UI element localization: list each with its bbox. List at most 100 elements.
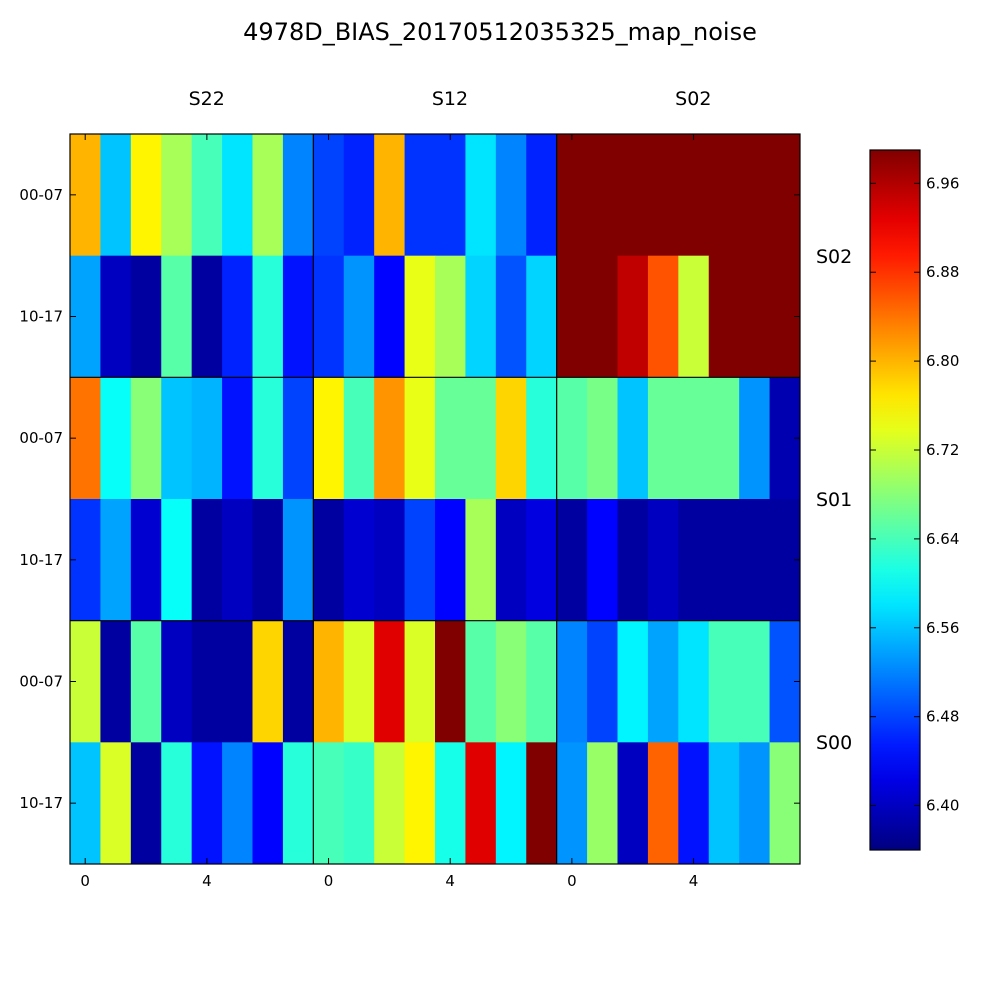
heatmap-cell-r5-c6 bbox=[252, 742, 284, 865]
heatmap-cell-r2-c21 bbox=[708, 377, 740, 500]
colorbar-gradient bbox=[869, 149, 921, 851]
heatmap-cell-r5-c4 bbox=[191, 742, 223, 865]
heatmap-cell-r0-c2 bbox=[130, 134, 162, 257]
heatmap-cell-r1-c3 bbox=[161, 255, 193, 378]
heatmap-cells bbox=[70, 134, 801, 865]
heatmap-cell-r4-c5 bbox=[222, 620, 253, 743]
heatmap-cell-r4-c14 bbox=[495, 620, 527, 743]
plot-border bbox=[69, 133, 801, 865]
heatmap-cell-r5-c10 bbox=[374, 742, 405, 865]
heatmap-cell-r5-c20 bbox=[678, 742, 710, 865]
heatmap-cell-r1-c2 bbox=[130, 255, 162, 378]
heatmap-cell-r3-c15 bbox=[526, 499, 558, 622]
heatmap-cell-r5-c21 bbox=[708, 742, 740, 865]
heatmap-cell-r3-c13 bbox=[465, 499, 497, 622]
column-ticks: 0 4 0 4 0 4 bbox=[80, 134, 698, 890]
chart-title: 4978D_BIAS_20170512035325_map_noise bbox=[243, 18, 757, 46]
heatmap-cell-r2-c9 bbox=[343, 377, 375, 500]
heatmap-cell-r4-c4 bbox=[191, 620, 223, 743]
heatmap-cell-r0-c5 bbox=[222, 134, 253, 257]
row-tick-label: 00-07 bbox=[19, 186, 63, 204]
heatmap-cell-r1-c20 bbox=[678, 255, 710, 378]
heatmap-cell-r0-c13 bbox=[465, 134, 497, 257]
heatmap-cell-r1-c1 bbox=[100, 255, 132, 378]
heatmap-cell-r1-c19 bbox=[647, 255, 679, 378]
colorbar-tick-label: 6.64 bbox=[926, 530, 959, 548]
heatmap-cell-r2-c22 bbox=[739, 377, 770, 500]
heatmap-cell-r0-c19 bbox=[647, 134, 679, 257]
heatmap-cell-r2-c16 bbox=[556, 377, 588, 500]
heatmap-cell-r0-c8 bbox=[313, 134, 345, 257]
row-tick-label: 10-17 bbox=[19, 551, 63, 569]
heatmap-cell-r4-c6 bbox=[252, 620, 284, 743]
heatmap-cell-r2-c3 bbox=[161, 377, 193, 500]
heatmap-cell-r2-c17 bbox=[587, 377, 618, 500]
heatmap-cell-r3-c5 bbox=[222, 499, 253, 622]
heatmap-cell-r3-c4 bbox=[191, 499, 223, 622]
heatmap-cell-r4-c3 bbox=[161, 620, 193, 743]
heatmap-cell-r5-c8 bbox=[313, 742, 345, 865]
heatmap-cell-r0-c18 bbox=[617, 134, 649, 257]
column-panel-label-s22: S22 bbox=[189, 88, 225, 110]
heatmap-cell-r0-c1 bbox=[100, 134, 132, 257]
heatmap-cell-r4-c11 bbox=[404, 620, 436, 743]
heatmap-cell-r5-c13 bbox=[465, 742, 497, 865]
heatmap-cell-r0-c16 bbox=[556, 134, 588, 257]
heatmap-cell-r2-c11 bbox=[404, 377, 436, 500]
heatmap-cell-r2-c13 bbox=[465, 377, 497, 500]
row-tick-label: 10-17 bbox=[19, 308, 63, 326]
heatmap-cell-r3-c7 bbox=[282, 499, 314, 622]
heatmap-cell-r4-c10 bbox=[374, 620, 405, 743]
heatmap-cell-r1-c4 bbox=[191, 255, 223, 378]
heatmap-cell-r1-c10 bbox=[374, 255, 405, 378]
heatmap-cell-r3-c17 bbox=[587, 499, 618, 622]
heatmap-cell-r4-c13 bbox=[465, 620, 497, 743]
colorbar-tick-label: 6.72 bbox=[926, 441, 959, 459]
heatmap-cell-r5-c5 bbox=[222, 742, 253, 865]
column-tick-label: 0 bbox=[80, 872, 90, 890]
heatmap-cell-r0-c4 bbox=[191, 134, 223, 257]
heatmap-cell-r1-c18 bbox=[617, 255, 649, 378]
heatmap-cell-r5-c16 bbox=[556, 742, 588, 865]
heatmap-cell-r0-c15 bbox=[526, 134, 558, 257]
heatmap-cell-r1-c5 bbox=[222, 255, 253, 378]
heatmap-cell-r5-c17 bbox=[587, 742, 618, 865]
heatmap-cell-r4-c20 bbox=[678, 620, 710, 743]
heatmap-cell-r2-c10 bbox=[374, 377, 405, 500]
heatmap-cell-r3-c1 bbox=[100, 499, 132, 622]
heatmap-cell-r4-c19 bbox=[647, 620, 679, 743]
heatmap-cell-r2-c18 bbox=[617, 377, 649, 500]
heatmap-cell-r2-c19 bbox=[647, 377, 679, 500]
heatmap-cell-r1-c22 bbox=[739, 255, 770, 378]
heatmap-cell-r3-c10 bbox=[374, 499, 405, 622]
heatmap-cell-r1-c21 bbox=[708, 255, 740, 378]
heatmap-cell-r1-c16 bbox=[556, 255, 588, 378]
heatmap-cell-r3-c20 bbox=[678, 499, 710, 622]
heatmap-cell-r4-c12 bbox=[435, 620, 466, 743]
heatmap-cell-r0-c9 bbox=[343, 134, 375, 257]
heatmap-cell-r5-c2 bbox=[130, 742, 162, 865]
heatmap-cell-r0-c21 bbox=[708, 134, 740, 257]
heatmap-cell-r1-c13 bbox=[465, 255, 497, 378]
heatmap-cell-r4-c21 bbox=[708, 620, 740, 743]
row-ticks: 00-07 10-17 00-07 10-17 00-07 10-17 bbox=[19, 186, 800, 812]
heatmap-cell-r0-c17 bbox=[587, 134, 618, 257]
colorbar-tick-label: 6.80 bbox=[926, 352, 959, 370]
heatmap-cell-r3-c14 bbox=[495, 499, 527, 622]
column-tick-label: 4 bbox=[445, 872, 455, 890]
heatmap-cell-r1-c15 bbox=[526, 255, 558, 378]
heatmap-cell-r5-c22 bbox=[739, 742, 770, 865]
column-panel-label-s12: S12 bbox=[432, 88, 468, 110]
row-panel-label-s00: S00 bbox=[816, 732, 852, 754]
heatmap-cell-r1-c14 bbox=[495, 255, 527, 378]
heatmap-cell-r3-c19 bbox=[647, 499, 679, 622]
heatmap-cell-r3-c22 bbox=[739, 499, 770, 622]
heatmap-cell-r4-c8 bbox=[313, 620, 345, 743]
colorbar-tick-label: 6.96 bbox=[926, 174, 959, 192]
heatmap-cell-r1-c12 bbox=[435, 255, 466, 378]
heatmap-cell-r5-c19 bbox=[647, 742, 679, 865]
heatmap-cell-r4-c2 bbox=[130, 620, 162, 743]
row-tick-label: 00-07 bbox=[19, 429, 63, 447]
heatmap-cell-r3-c16 bbox=[556, 499, 588, 622]
